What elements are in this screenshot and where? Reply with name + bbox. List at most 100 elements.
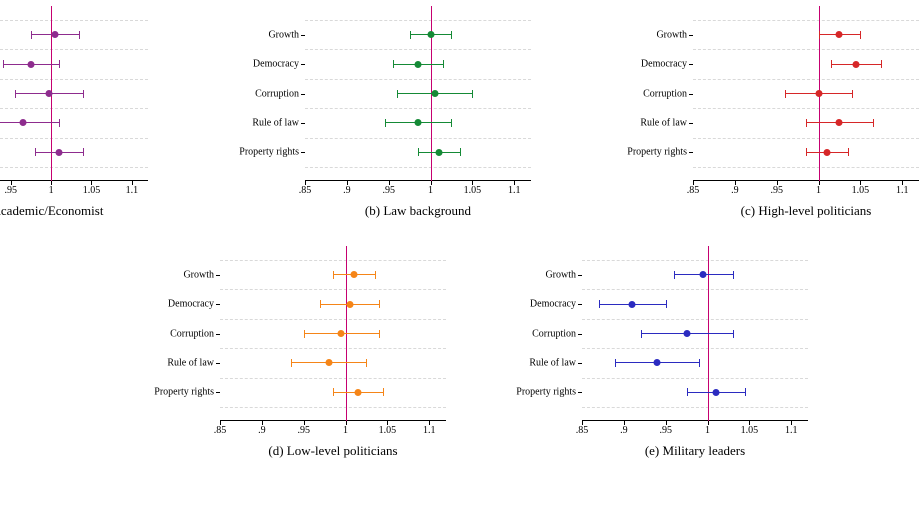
gridline	[0, 49, 148, 50]
ci-cap	[831, 60, 832, 68]
point-marker	[431, 90, 438, 97]
y-tick	[578, 334, 582, 335]
y-tick	[689, 64, 693, 65]
gridline	[693, 108, 919, 109]
gridline	[305, 20, 531, 21]
gridline	[220, 289, 446, 290]
panel-d: .85.9.9511.051.1GrowthDemocracyCorruptio…	[220, 246, 446, 459]
ci-cap	[674, 271, 675, 279]
y-tick-label: Property rights	[239, 147, 299, 158]
gridline	[0, 167, 148, 168]
y-tick	[301, 94, 305, 95]
y-tick	[301, 64, 305, 65]
gridline	[582, 260, 808, 261]
ci-cap	[881, 60, 882, 68]
y-tick-label: Corruption	[255, 88, 299, 99]
x-tick-label: 1.1	[126, 185, 139, 196]
bottom-row: .85.9.9511.051.1GrowthDemocracyCorruptio…	[0, 240, 924, 493]
panel-c: .85.9.9511.051.1GrowthDemocracyCorruptio…	[693, 6, 919, 219]
ci-cap	[873, 119, 874, 127]
plot-area: .85.9.9511.051.1GrowthDemocracyCorruptio…	[305, 6, 531, 181]
ci-cap	[79, 31, 80, 39]
x-tick-label: 1.05	[379, 425, 397, 436]
ci-cap	[385, 119, 386, 127]
x-tick-label: .9	[343, 185, 351, 196]
ci-cap	[35, 148, 36, 156]
ci-cap	[443, 60, 444, 68]
ci-cap	[418, 148, 419, 156]
gridline	[220, 407, 446, 408]
ci-cap	[848, 148, 849, 156]
ci-cap	[3, 60, 4, 68]
y-tick-label: Democracy	[641, 59, 687, 70]
ci-cap	[615, 359, 616, 367]
ci-cap	[291, 359, 292, 367]
ci-cap	[397, 90, 398, 98]
point-marker	[346, 301, 353, 308]
x-tick-label: 1	[428, 185, 433, 196]
ci-cap	[383, 388, 384, 396]
ci-cap	[375, 271, 376, 279]
x-tick-label: 1.05	[852, 185, 870, 196]
y-tick	[689, 123, 693, 124]
point-marker	[46, 90, 53, 97]
x-axis	[305, 180, 531, 181]
y-tick-label: Growth	[268, 29, 299, 40]
point-marker	[853, 61, 860, 68]
point-marker	[654, 359, 661, 366]
x-tick-label: 1.1	[785, 425, 798, 436]
ci-cap	[451, 31, 452, 39]
point-marker	[338, 330, 345, 337]
x-tick-label: .95	[4, 185, 17, 196]
point-marker	[435, 149, 442, 156]
panel-b: .85.9.9511.051.1GrowthDemocracyCorruptio…	[305, 6, 531, 219]
gridline	[582, 319, 808, 320]
x-tick-label: .85	[687, 185, 700, 196]
ci-cap	[666, 300, 667, 308]
ci-cap	[460, 148, 461, 156]
x-tick-label: .85	[214, 425, 227, 436]
gridline	[0, 138, 148, 139]
y-tick	[578, 275, 582, 276]
gridline	[220, 260, 446, 261]
x-tick-label: .85	[576, 425, 589, 436]
point-marker	[27, 61, 34, 68]
gridline	[693, 49, 919, 50]
y-tick	[216, 392, 220, 393]
gridline	[305, 138, 531, 139]
y-tick	[301, 35, 305, 36]
y-tick	[216, 304, 220, 305]
ci-cap	[31, 31, 32, 39]
plot-area: .85.9.9511.051.1GrowthDemocracyCorruptio…	[220, 246, 446, 421]
x-tick-label: 1.05	[464, 185, 482, 196]
y-tick	[216, 334, 220, 335]
y-tick	[689, 94, 693, 95]
ci-line	[0, 122, 59, 123]
y-tick-label: Rule of law	[640, 117, 687, 128]
plot-area: .9.9511.051.1	[0, 6, 148, 181]
y-tick	[689, 152, 693, 153]
panel-caption: (d) Low-level politicians	[220, 443, 446, 459]
point-marker	[325, 359, 332, 366]
x-tick-label: .95	[659, 425, 672, 436]
ci-cap	[699, 359, 700, 367]
y-tick-label: Rule of law	[529, 357, 576, 368]
ci-cap	[83, 90, 84, 98]
gridline	[220, 319, 446, 320]
gridline	[693, 167, 919, 168]
x-tick-label: .95	[770, 185, 783, 196]
gridline	[693, 138, 919, 139]
ci-cap	[472, 90, 473, 98]
point-marker	[52, 31, 59, 38]
ci-cap	[304, 330, 305, 338]
gridline	[305, 49, 531, 50]
y-tick-label: Corruption	[170, 328, 214, 339]
y-tick-label: Growth	[183, 269, 214, 280]
ci-cap	[641, 330, 642, 338]
gridline	[0, 79, 148, 80]
point-marker	[56, 149, 63, 156]
point-marker	[355, 389, 362, 396]
y-tick-label: Democracy	[168, 299, 214, 310]
y-tick	[216, 275, 220, 276]
gridline	[305, 79, 531, 80]
